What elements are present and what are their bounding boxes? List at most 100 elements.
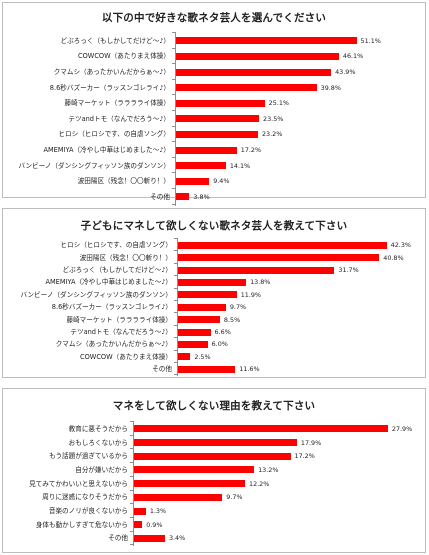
- bar: [176, 130, 258, 138]
- value-label: 51.1%: [360, 36, 381, 45]
- bar: [178, 353, 191, 361]
- value-label: 13.2%: [258, 465, 279, 474]
- y-axis-tick: [174, 324, 177, 326]
- value-label: 40.8%: [383, 253, 404, 262]
- category-label: AMEMIYA（冷やし中華はじめました〜♪）: [43, 146, 170, 154]
- value-label: 42.3%: [390, 241, 411, 250]
- bar: [178, 291, 237, 299]
- category-label: クマムシ（あったかいんだからぁ〜♪）: [55, 340, 172, 349]
- value-label: 1.3%: [149, 507, 167, 516]
- y-axis-tick: [172, 47, 175, 49]
- value-label: 9.7%: [229, 303, 247, 312]
- category-label: 教育に悪そうだから: [68, 424, 128, 433]
- category-label: COWCOW（あたりまえ体操）: [78, 52, 170, 61]
- bar: [176, 146, 237, 154]
- y-axis-tick: [172, 141, 175, 143]
- bar: [134, 493, 223, 501]
- bar: [134, 507, 146, 515]
- category-label: 身体も動かしすぎて危ないから: [35, 520, 128, 529]
- category-label: バンビーノ（ダンシングフィッソン族のダンソン）: [20, 290, 172, 299]
- y-axis-tick: [174, 275, 177, 277]
- y-axis-tick: [174, 238, 177, 239]
- value-label: 9.7%: [226, 493, 243, 502]
- y-axis-tick: [172, 78, 175, 80]
- y-axis-tick: [172, 94, 175, 96]
- bar: [134, 521, 143, 529]
- category-label: 8.6秒バズーカー（ラッスンゴレライ♪）: [49, 83, 170, 92]
- bar: [178, 340, 208, 348]
- y-axis-tick: [172, 125, 175, 127]
- category-label: テツandトモ（なんでだろう〜♪）: [68, 114, 170, 123]
- category-label: AMEMIYA（冷やし中華はじめました〜♪）: [45, 278, 172, 287]
- category-label: 藤崎マーケット（ラララライ体操）: [66, 315, 173, 324]
- category-label: もう話題が過ぎているから: [49, 452, 128, 461]
- y-axis-tick: [130, 544, 133, 546]
- category-label: クマムシ（あったかいんだからぁ〜♪）: [53, 68, 170, 76]
- bar: [178, 241, 387, 249]
- y-axis-line: [177, 238, 178, 377]
- y-axis-tick: [174, 287, 177, 289]
- y-axis-line: [175, 32, 176, 206]
- value-label: 6.6%: [214, 328, 231, 336]
- value-label: 17.2%: [294, 452, 315, 461]
- category-label: 自分が嫌いだから: [75, 465, 128, 474]
- value-label: 17.9%: [300, 438, 322, 447]
- y-axis-tick: [130, 489, 133, 491]
- value-label: 39.8%: [320, 83, 341, 92]
- bar: [176, 177, 210, 185]
- chart-panel-not-imitate: 子どもにマネして欲しくない歌ネタ芸人を教えて下さい ヒロシ（ヒロシです、の自虐ソ…: [2, 208, 426, 378]
- y-axis-tick: [174, 337, 177, 339]
- y-axis-tick: [130, 462, 133, 464]
- category-label: 8.6秒バズーカー（ラッスンゴレライ♪）: [51, 303, 172, 312]
- y-axis-tick: [174, 262, 177, 264]
- y-axis-tick: [172, 172, 175, 174]
- y-axis-tick: [174, 312, 177, 314]
- y-axis-tick: [174, 349, 177, 351]
- category-label: 藤崎マーケット（ラララライ体操）: [64, 99, 171, 108]
- category-label: おもしろくないから: [68, 438, 128, 447]
- y-axis-tick: [172, 63, 175, 65]
- value-label: 11.9%: [240, 290, 262, 299]
- category-label: その他: [108, 534, 128, 543]
- bar: [176, 162, 226, 170]
- y-axis-line: [133, 421, 134, 547]
- category-label: バンビーノ（ダンシングフィッソン族のダンソン）: [18, 161, 170, 170]
- category-label: その他: [152, 365, 172, 374]
- category-label: 音楽のノリが良くないから: [48, 507, 128, 516]
- y-axis-tick: [130, 421, 133, 422]
- y-axis-tick: [172, 32, 175, 33]
- y-axis-tick: [172, 203, 175, 205]
- value-label: 23.5%: [263, 114, 284, 123]
- value-label: 31.7%: [338, 266, 359, 274]
- y-axis-tick: [174, 374, 177, 376]
- bar: [178, 278, 247, 286]
- category-label: 波田陽区（残念！〇〇斬り！）: [79, 253, 172, 262]
- y-axis-tick: [174, 250, 177, 252]
- category-label: 波田陽区（残念！〇〇斬り！）: [77, 177, 170, 186]
- y-axis-tick: [130, 434, 133, 436]
- bar: [134, 480, 246, 488]
- category-label: どぶろっく（もしかしてだけど〜♪）: [62, 266, 172, 274]
- bar: [176, 52, 339, 60]
- category-label: ヒロシ（ヒロシです、の自虐ソング）: [60, 241, 172, 250]
- value-label: 11.6%: [239, 365, 260, 374]
- bar: [134, 466, 255, 474]
- category-label: COWCOW（あたりまえ体操）: [80, 352, 172, 361]
- category-label: どぶろっく（もしかしてだけど〜♪）: [60, 36, 170, 45]
- bar: [134, 534, 165, 542]
- value-label: 46.1%: [342, 52, 364, 61]
- y-axis-tick: [172, 188, 175, 189]
- category-label: 周りに迷惑になりそうだから: [42, 493, 128, 502]
- category-label: ヒロシ（ヒロシです、の自虐ソング）: [58, 130, 170, 139]
- y-axis-tick: [130, 503, 133, 505]
- value-label: 17.2%: [240, 146, 262, 154]
- y-axis-tick: [174, 362, 177, 363]
- value-label: 8.5%: [223, 315, 241, 324]
- value-label: 0.9%: [146, 520, 163, 529]
- chart-title: マネをして欲しくない理由を教えて下さい: [112, 400, 316, 412]
- value-label: 14.1%: [229, 161, 251, 170]
- y-axis-tick: [174, 300, 177, 301]
- value-label: 43.9%: [335, 68, 356, 76]
- bar: [178, 316, 220, 324]
- bar: [176, 115, 260, 123]
